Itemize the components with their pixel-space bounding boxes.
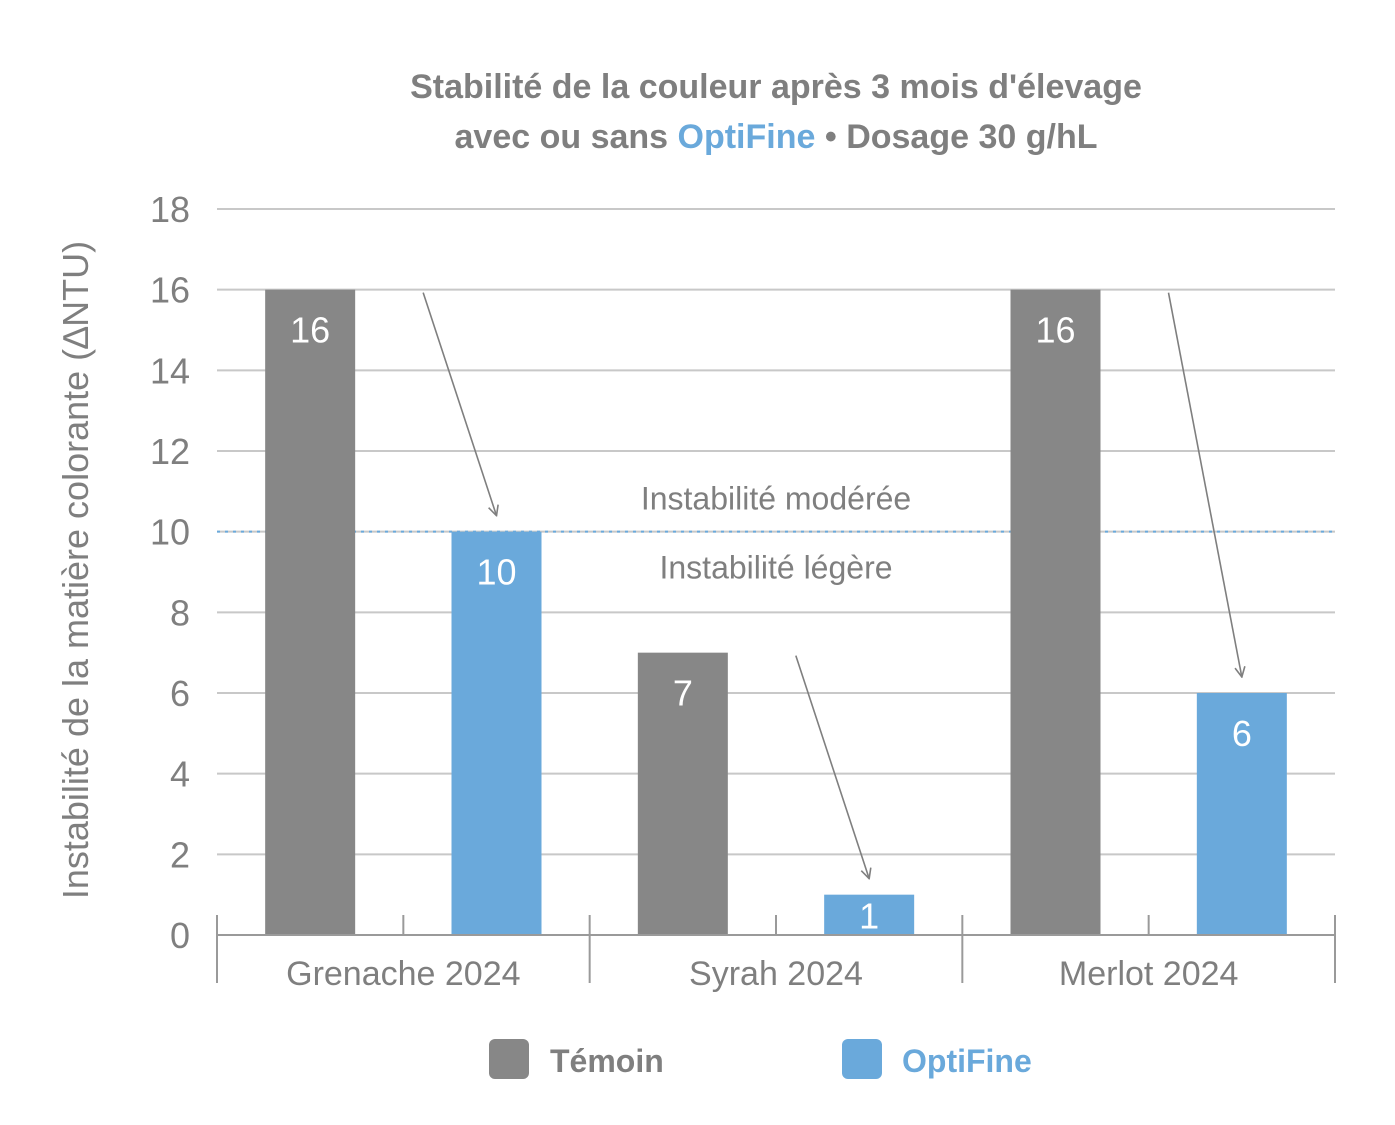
bars: 16 10 7 1 16 6 <box>265 289 1287 937</box>
chart-title-brand: OptiFine <box>678 118 816 156</box>
legend-label-optifine: OptiFine <box>902 1043 1032 1079</box>
legend-swatch-temoin <box>489 1039 529 1079</box>
chart-title-line1: Stabilité de la couleur après 3 mois d'é… <box>410 68 1142 106</box>
x-axis-categories: Grenache 2024 Syrah 2024 Merlot 2024 <box>286 955 1238 993</box>
gridlines <box>217 208 1335 856</box>
y-axis-label: Instabilité de la matière colorante (∆NT… <box>55 241 96 899</box>
bar-value-label-tmoin-3: 16 <box>1035 310 1075 351</box>
x-category-label-2: Syrah 2024 <box>689 955 863 993</box>
bar-optifine-2 <box>824 894 915 935</box>
bar-optifine-3 <box>1196 693 1287 935</box>
bar-value-label-tmoin-2: 7 <box>673 673 693 714</box>
chart-title-line2: avec ou sans OptiFine • Dosage 30 g/hL <box>455 118 1098 156</box>
bar-value-label-optifine-3: 6 <box>1232 713 1252 754</box>
bar-value-label-optifine-2: 1 <box>859 896 879 937</box>
y-tick-label-4: 4 <box>170 754 190 795</box>
x-category-label-3: Merlot 2024 <box>1059 955 1239 993</box>
reduction-arrow-2 <box>795 655 869 879</box>
y-tick-label-6: 6 <box>170 673 190 714</box>
reduction-arrow-1 <box>422 292 496 516</box>
y-tick-label-0: 0 <box>170 915 190 956</box>
y-tick-label-12: 12 <box>150 431 190 472</box>
bar-value-label-tmoin-1: 16 <box>290 310 330 351</box>
bar-tmoin-3 <box>1010 289 1101 936</box>
y-tick-label-14: 14 <box>150 350 190 391</box>
x-category-label-1: Grenache 2024 <box>286 955 520 993</box>
bar-optifine-1 <box>451 531 542 935</box>
chart-title-prefix: avec ou sans <box>455 118 678 156</box>
x-axis <box>216 915 1336 983</box>
bar-tmoin-1 <box>265 289 356 936</box>
y-tick-label-16: 16 <box>150 270 190 311</box>
chart-title-suffix: • Dosage 30 g/hL <box>815 118 1097 156</box>
bar-tmoin-2 <box>637 652 728 935</box>
legend-swatch-optifine <box>842 1039 882 1079</box>
y-tick-label-10: 10 <box>150 512 190 553</box>
y-axis-ticks: 0 2 4 6 8 10 12 14 16 18 <box>150 189 190 956</box>
zone-label-light: Instabilité légère <box>659 550 892 586</box>
y-tick-label-8: 8 <box>170 592 190 633</box>
y-tick-label-2: 2 <box>170 834 190 875</box>
bar-value-label-optifine-1: 10 <box>476 552 516 593</box>
threshold-line: Instabilité modérée Instabilité légère <box>217 481 1335 586</box>
zone-label-moderate: Instabilité modérée <box>641 481 911 517</box>
reduction-arrows <box>422 292 1242 879</box>
legend: Témoin OptiFine <box>489 1039 1032 1079</box>
y-tick-label-18: 18 <box>150 189 190 230</box>
legend-label-temoin: Témoin <box>550 1043 664 1079</box>
reduction-arrow-3 <box>1167 292 1242 677</box>
